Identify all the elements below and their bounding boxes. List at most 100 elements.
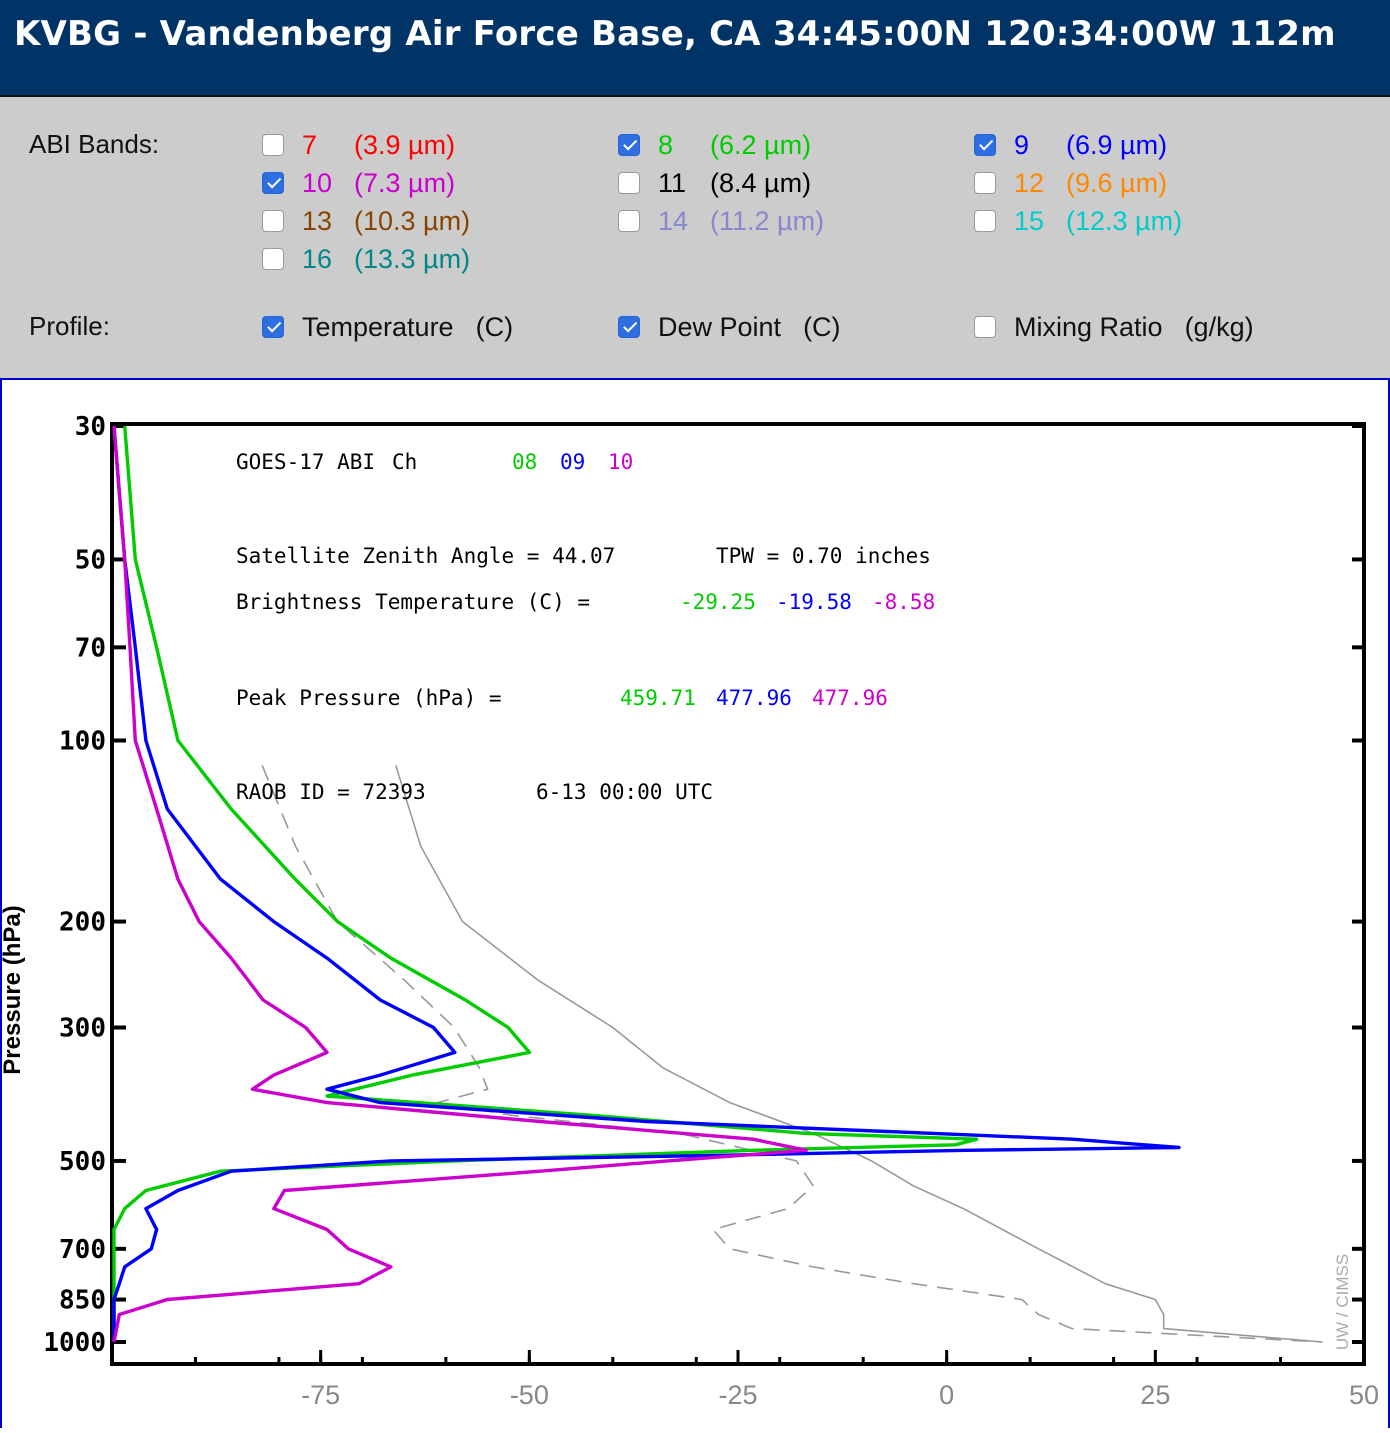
band-option-14[interactable]: 14 (11.2 µm) <box>618 203 824 239</box>
raob-time-text: 6-13 00:00 UTC <box>536 780 713 804</box>
band-number: 15 <box>1014 205 1045 236</box>
profile-label-text: Dew Point <box>658 311 782 342</box>
profile-unit-text: (g/kg) <box>1184 311 1254 342</box>
band-16-checkbox[interactable] <box>262 248 284 270</box>
channel-09-label: 09 <box>560 450 585 474</box>
profile-option-temperature[interactable]: Temperature (C) <box>262 309 513 345</box>
y-tick-label: 30 <box>75 412 106 442</box>
x-tick-label: 0 <box>939 1380 954 1410</box>
profile-option-dew-point[interactable]: Dew Point (C) <box>618 309 841 345</box>
peak-value-10: 477.96 <box>812 686 888 710</box>
y-tick-label: 1000 <box>43 1328 106 1358</box>
credit-label: UW / CIMSS <box>1333 1254 1352 1350</box>
y-tick-label: 500 <box>59 1147 106 1177</box>
bt-value-10: -8.58 <box>872 590 935 614</box>
band-option-8[interactable]: 8 (6.2 µm) <box>618 127 811 163</box>
bands-label: ABI Bands: <box>29 129 160 159</box>
tpw-text: TPW = 0.70 inches <box>716 544 931 568</box>
bt-value-08: -29.25 <box>680 590 756 614</box>
band-option-15[interactable]: 15 (12.3 µm) <box>974 203 1182 239</box>
y-tick-label: 50 <box>75 545 106 575</box>
profile-option-mixing-ratio[interactable]: Mixing Ratio (g/kg) <box>974 309 1254 345</box>
peak-pressure-label: Peak Pressure (hPa) = <box>236 686 502 710</box>
channel-08-label: 08 <box>512 450 537 474</box>
band-option-10[interactable]: 10 (7.3 µm) <box>262 165 455 201</box>
band-wavelength: (10.3 µm) <box>354 205 471 236</box>
band-14-checkbox[interactable] <box>618 210 640 232</box>
band-number: 11 <box>658 167 687 198</box>
peak-value-09: 477.96 <box>716 686 792 710</box>
band-number: 13 <box>302 205 333 236</box>
y-tick-label: 200 <box>59 908 106 938</box>
bt-value-09: -19.58 <box>776 590 852 614</box>
y-tick-label: 850 <box>59 1286 106 1316</box>
x-tick-label: -25 <box>718 1380 757 1410</box>
weighting-function-08 <box>112 425 979 1342</box>
band-wavelength: (12.3 µm) <box>1066 205 1183 236</box>
channel-10-label: 10 <box>608 450 633 474</box>
band-option-16[interactable]: 16 (13.3 µm) <box>262 241 470 277</box>
band-number: 9 <box>1014 129 1030 160</box>
zenith-angle-text: Satellite Zenith Angle = 44.07 <box>236 544 615 568</box>
band-8-checkbox[interactable] <box>618 134 640 156</box>
profile-checkbox[interactable] <box>618 316 640 338</box>
x-tick-label: -75 <box>301 1380 340 1410</box>
instrument-label: GOES-17 ABI <box>236 450 375 474</box>
band-wavelength: (8.4 µm) <box>710 167 812 198</box>
raob-id-text: RAOB ID = 72393 <box>236 780 426 804</box>
weighting-function-10 <box>112 425 808 1343</box>
controls-panel: ABI Bands: Profile: 7 (3.9 µm) 8 (6.2 µm) 9 (… <box>0 97 1390 380</box>
profile-label: Profile: <box>29 311 110 341</box>
peak-value-08: 459.71 <box>620 686 696 710</box>
band-option-12[interactable]: 12 (9.6 µm) <box>974 165 1167 201</box>
y-tick-label: 700 <box>59 1235 106 1265</box>
y-tick-label: 70 <box>75 633 106 663</box>
band-wavelength: (11.2 µm) <box>710 205 825 236</box>
band-option-9[interactable]: 9 (6.9 µm) <box>974 127 1167 163</box>
band-number: 10 <box>302 167 333 198</box>
band-number: 16 <box>302 243 333 274</box>
band-number: 7 <box>302 129 318 160</box>
band-15-checkbox[interactable] <box>974 210 996 232</box>
profile-checkbox[interactable] <box>974 316 996 338</box>
band-number: 12 <box>1014 167 1045 198</box>
band-13-checkbox[interactable] <box>262 210 284 232</box>
weighting-function-09 <box>112 425 1181 1342</box>
band-wavelength: (6.9 µm) <box>1066 129 1168 160</box>
profile-label-text: Mixing Ratio <box>1014 311 1163 342</box>
chart-area: 30 50 70 100 200 300 500 700 850 1000 -75 -50 -25 0 2… <box>0 380 1390 1428</box>
band-wavelength: (7.3 µm) <box>354 167 456 198</box>
x-tick-label: -50 <box>510 1380 549 1410</box>
y-tick-label: 300 <box>59 1013 106 1043</box>
profile-unit-text: (C) <box>803 311 841 342</box>
temperature-line <box>395 765 1323 1343</box>
band-12-checkbox[interactable] <box>974 172 996 194</box>
profile-checkbox[interactable] <box>262 316 284 338</box>
band-wavelength: (3.9 µm) <box>354 129 456 160</box>
band-option-11[interactable]: 11 (8.4 µm) <box>618 165 811 201</box>
band-7-checkbox[interactable] <box>262 134 284 156</box>
y-axis-label: Pressure (hPa) <box>2 905 26 1074</box>
plot-frame <box>110 422 1366 1366</box>
brightness-temp-label: Brightness Temperature (C) = <box>236 590 590 614</box>
ch-label: Ch <box>392 450 417 474</box>
profile-unit-text: (C) <box>475 311 514 342</box>
y-tick-label: 100 <box>59 727 106 757</box>
x-tick-label: 50 <box>1349 1380 1379 1410</box>
band-option-7[interactable]: 7 (3.9 µm) <box>262 127 455 163</box>
band-number: 8 <box>658 129 674 160</box>
band-10-checkbox[interactable] <box>262 172 284 194</box>
page-title: KVBG - Vandenberg Air Force Base, CA 34:… <box>14 14 1336 54</box>
band-wavelength: (9.6 µm) <box>1066 167 1168 198</box>
band-wavelength: (13.3 µm) <box>354 243 471 274</box>
profile-label-text: Temperature <box>302 311 454 342</box>
dewpoint-line <box>261 765 1323 1343</box>
band-option-13[interactable]: 13 (10.3 µm) <box>262 203 470 239</box>
x-tick-label: 25 <box>1140 1380 1170 1410</box>
band-11-checkbox[interactable] <box>618 172 640 194</box>
band-9-checkbox[interactable] <box>974 134 996 156</box>
band-number: 14 <box>658 205 689 236</box>
weighting-function-chart: 30 50 70 100 200 300 500 700 850 1000 -75 -50 -25 0 2… <box>0 412 1379 1410</box>
title-bar: KVBG - Vandenberg Air Force Base, CA 34:… <box>0 0 1390 97</box>
band-wavelength: (6.2 µm) <box>710 129 812 160</box>
